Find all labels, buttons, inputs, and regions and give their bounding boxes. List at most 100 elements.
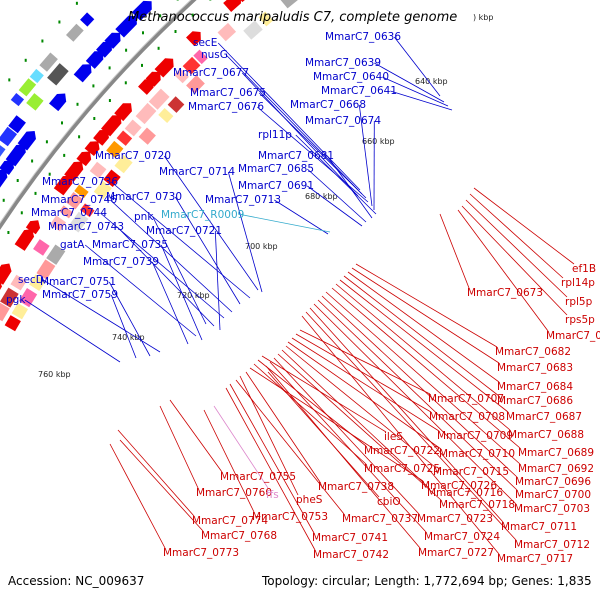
gene-label-minus: MmarC7_0726 — [421, 480, 497, 492]
gene-label-minus: ef1B — [572, 263, 596, 275]
tick-dot — [141, 63, 143, 67]
gene-label-plus: secE — [193, 37, 217, 49]
leader-line — [214, 230, 221, 331]
leader-line — [461, 205, 568, 316]
gene-label-plus: MmarC7_0730 — [106, 191, 182, 203]
tick-dot — [48, 172, 51, 176]
gene-label-minus: MmarC7_0718 — [439, 499, 515, 511]
gene-label-minus: MmarC7_0686 — [497, 395, 573, 407]
leader-line — [111, 181, 251, 299]
minus-block-inner — [18, 287, 38, 308]
tick-label: 760 kbp — [38, 370, 71, 379]
gene-label-minus: cbiO — [377, 496, 401, 508]
tick-dot — [76, 102, 79, 106]
leader-line — [110, 294, 137, 359]
tick-dot — [8, 78, 11, 82]
minus-block-inner — [103, 169, 121, 187]
accession-text: Accession: NC_009637 — [8, 574, 145, 588]
leader-line — [295, 333, 432, 413]
gene-label-minus: MmarC7_0700 — [515, 489, 591, 501]
tick-dot — [209, 0, 212, 1]
tick-dot — [63, 153, 66, 157]
minus-block — [217, 22, 237, 42]
gene-label-plus: MmarC7_0636 — [325, 31, 401, 43]
minus-arrow — [138, 79, 154, 95]
gene-label-minus: rpl5p — [565, 296, 593, 308]
gene-label-minus: MmarC7_0689 — [518, 447, 594, 459]
gene-label-plus: rpl11p — [258, 129, 292, 141]
leader-line — [110, 199, 233, 313]
leader-line — [281, 349, 430, 489]
leader-line — [225, 387, 316, 551]
backbone-highlight — [0, 0, 192, 225]
backbone-arc — [0, 0, 197, 231]
minus-block-inner — [36, 259, 56, 280]
plus-block — [8, 115, 26, 134]
plus-arrow — [85, 51, 104, 69]
gene-label-minus: MmarC7_0742 — [313, 549, 389, 561]
leader-line — [325, 291, 521, 465]
gene-label-minus: MmarC7_0755 — [220, 471, 296, 483]
leader-line — [326, 155, 373, 219]
gene-label-plus: MmarC7_0736 — [42, 176, 118, 188]
minus-block — [148, 88, 170, 110]
leader-line — [382, 76, 449, 107]
tick-dot — [75, 1, 78, 5]
tick-dot — [159, 14, 162, 18]
gene-label-plus: MmarC7_0681 — [258, 150, 334, 162]
minus-block — [135, 102, 157, 125]
minus-block — [106, 140, 124, 159]
tick-dot — [174, 30, 177, 33]
minus-block-inner — [93, 180, 112, 200]
tick-dot — [92, 84, 95, 88]
minus-block-inner — [11, 302, 29, 320]
gene-label-plus: MmarC7_0739 — [83, 256, 159, 268]
gene-label-rna: MmarC7_R0009 — [161, 209, 244, 221]
gene-label-plus: MmarC7_0759 — [42, 289, 118, 301]
leader-line — [273, 357, 420, 515]
gene-label-plus: MmarC7_0751 — [40, 276, 116, 288]
tick-label: 700 kbp — [245, 242, 278, 251]
gene-label-plus: MmarC7_0735 — [92, 239, 168, 251]
gene-label-plus: MmarC7_0674 — [305, 115, 381, 127]
leader-line — [309, 307, 504, 523]
gene-label-plus: MmarC7_0713 — [205, 194, 281, 206]
leader-line-pseudo — [213, 405, 269, 489]
plus-block-outer — [29, 68, 44, 84]
tick-dot — [45, 140, 48, 144]
leader-line — [159, 405, 199, 489]
tick-dot — [24, 58, 27, 62]
plus-arrow — [17, 130, 36, 151]
gene-label-pseudo: ffs — [266, 489, 279, 501]
tick-dot — [142, 31, 144, 35]
tick-dot — [93, 117, 96, 120]
leader-line — [393, 36, 441, 97]
gene-label-plus: MmarC7_0691 — [238, 180, 314, 192]
leader-line — [307, 185, 363, 227]
leader-line — [307, 168, 367, 223]
leader-line — [343, 275, 500, 397]
gene-label-minus: MmarC7_0684 — [497, 381, 573, 393]
plus-arrow — [49, 93, 67, 112]
leader-line — [109, 443, 166, 549]
leader-line — [245, 371, 321, 483]
gene-label-minus: MmarC7_0710 — [439, 448, 515, 460]
leader-line — [24, 299, 121, 363]
leader-line — [295, 134, 377, 215]
gene-label-minus: MmarC7_0717 — [497, 553, 573, 565]
leader-line — [253, 363, 367, 465]
leader-line — [261, 355, 387, 433]
minus-block-inner — [29, 274, 46, 291]
gene-label-minus: MmarC7_0715 — [433, 466, 509, 478]
plus-arrow — [73, 64, 92, 83]
plus-arrow — [96, 41, 112, 58]
minus-arrow — [53, 175, 73, 196]
gene-label-minus: pheS — [296, 494, 323, 506]
leader-line — [160, 244, 203, 341]
minus-block-inner — [138, 127, 156, 145]
gene-label-plus: MmarC7_0721 — [146, 225, 222, 237]
leader-line — [358, 104, 373, 207]
tick-label: 720 kbp — [177, 291, 210, 300]
gene-label-minus: MmarC7_0692 — [518, 463, 594, 475]
minus-block — [124, 119, 142, 137]
